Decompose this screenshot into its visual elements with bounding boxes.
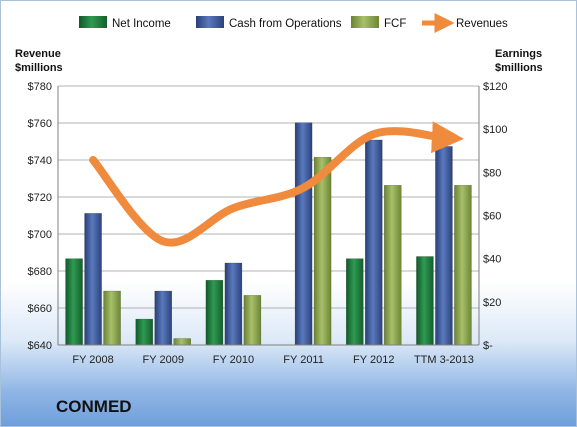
right-tick-label: $20: [483, 297, 501, 309]
bar-net-income-2: [205, 280, 224, 346]
legend-swatch-net-income: [79, 16, 107, 28]
left-tick-label: $780: [28, 81, 52, 93]
left-tick-label: $760: [28, 118, 52, 130]
right-tick-label: $-: [483, 340, 493, 352]
bar-cash-from-operations-4: [365, 139, 383, 346]
right-tick-label: $100: [483, 124, 507, 136]
bar-cash-from-operations-2: [224, 262, 243, 346]
right-tick-label: $120: [483, 81, 507, 93]
x-tick-label: FY 2010: [213, 354, 254, 366]
legend-swatch-fcf: [351, 16, 379, 28]
left-axis-title: Revenue: [15, 48, 61, 60]
right-axis-title: Earnings: [495, 48, 542, 60]
company-name: CONMED: [56, 397, 132, 416]
bar-fcf-1: [173, 338, 191, 346]
bar-cash-from-operations-3: [294, 122, 313, 346]
bar-fcf-2: [243, 295, 262, 346]
legend-label-revenues: Revenues: [456, 18, 508, 30]
x-tick-label: FY 2009: [143, 354, 184, 366]
left-tick-label: $700: [28, 229, 52, 241]
bar-cash-from-operations-0: [84, 213, 102, 346]
left-axis-title-units: $millions: [15, 62, 63, 74]
legend-label-cash-from-operations: Cash from Operations: [229, 18, 342, 30]
legend-label-fcf: FCF: [384, 18, 406, 30]
bar-net-income-5: [416, 256, 434, 346]
right-axis-title-units: $millions: [495, 62, 543, 74]
bar-net-income-4: [346, 258, 364, 346]
legend-label-net-income: Net Income: [112, 18, 171, 30]
right-tick-label: $80: [483, 167, 501, 179]
bar-fcf-0: [103, 290, 121, 346]
bar-cash-from-operations-5: [435, 146, 453, 346]
legend-swatch-cash-from-operations: [196, 16, 224, 28]
revenue-line: [89, 121, 464, 247]
bar-cash-from-operations-1: [154, 290, 172, 346]
right-tick-label: $40: [483, 254, 501, 266]
bar-fcf-3: [313, 156, 332, 346]
left-tick-label: $640: [28, 340, 52, 352]
bar-net-income-0: [65, 258, 83, 346]
x-tick-label: FY 2008: [72, 354, 113, 366]
bar-fcf-4: [384, 185, 402, 346]
x-tick-label: FY 2011: [283, 354, 324, 366]
right-tick-label: $60: [483, 211, 501, 223]
bar-net-income-1: [135, 318, 153, 346]
left-tick-label: $740: [28, 155, 52, 167]
x-tick-label: FY 2012: [353, 354, 394, 366]
left-tick-label: $720: [28, 192, 52, 204]
left-tick-label: $660: [28, 303, 52, 315]
x-tick-label: TTM 3-2013: [414, 354, 474, 366]
bar-fcf-5: [454, 185, 472, 346]
left-tick-label: $680: [28, 266, 52, 278]
